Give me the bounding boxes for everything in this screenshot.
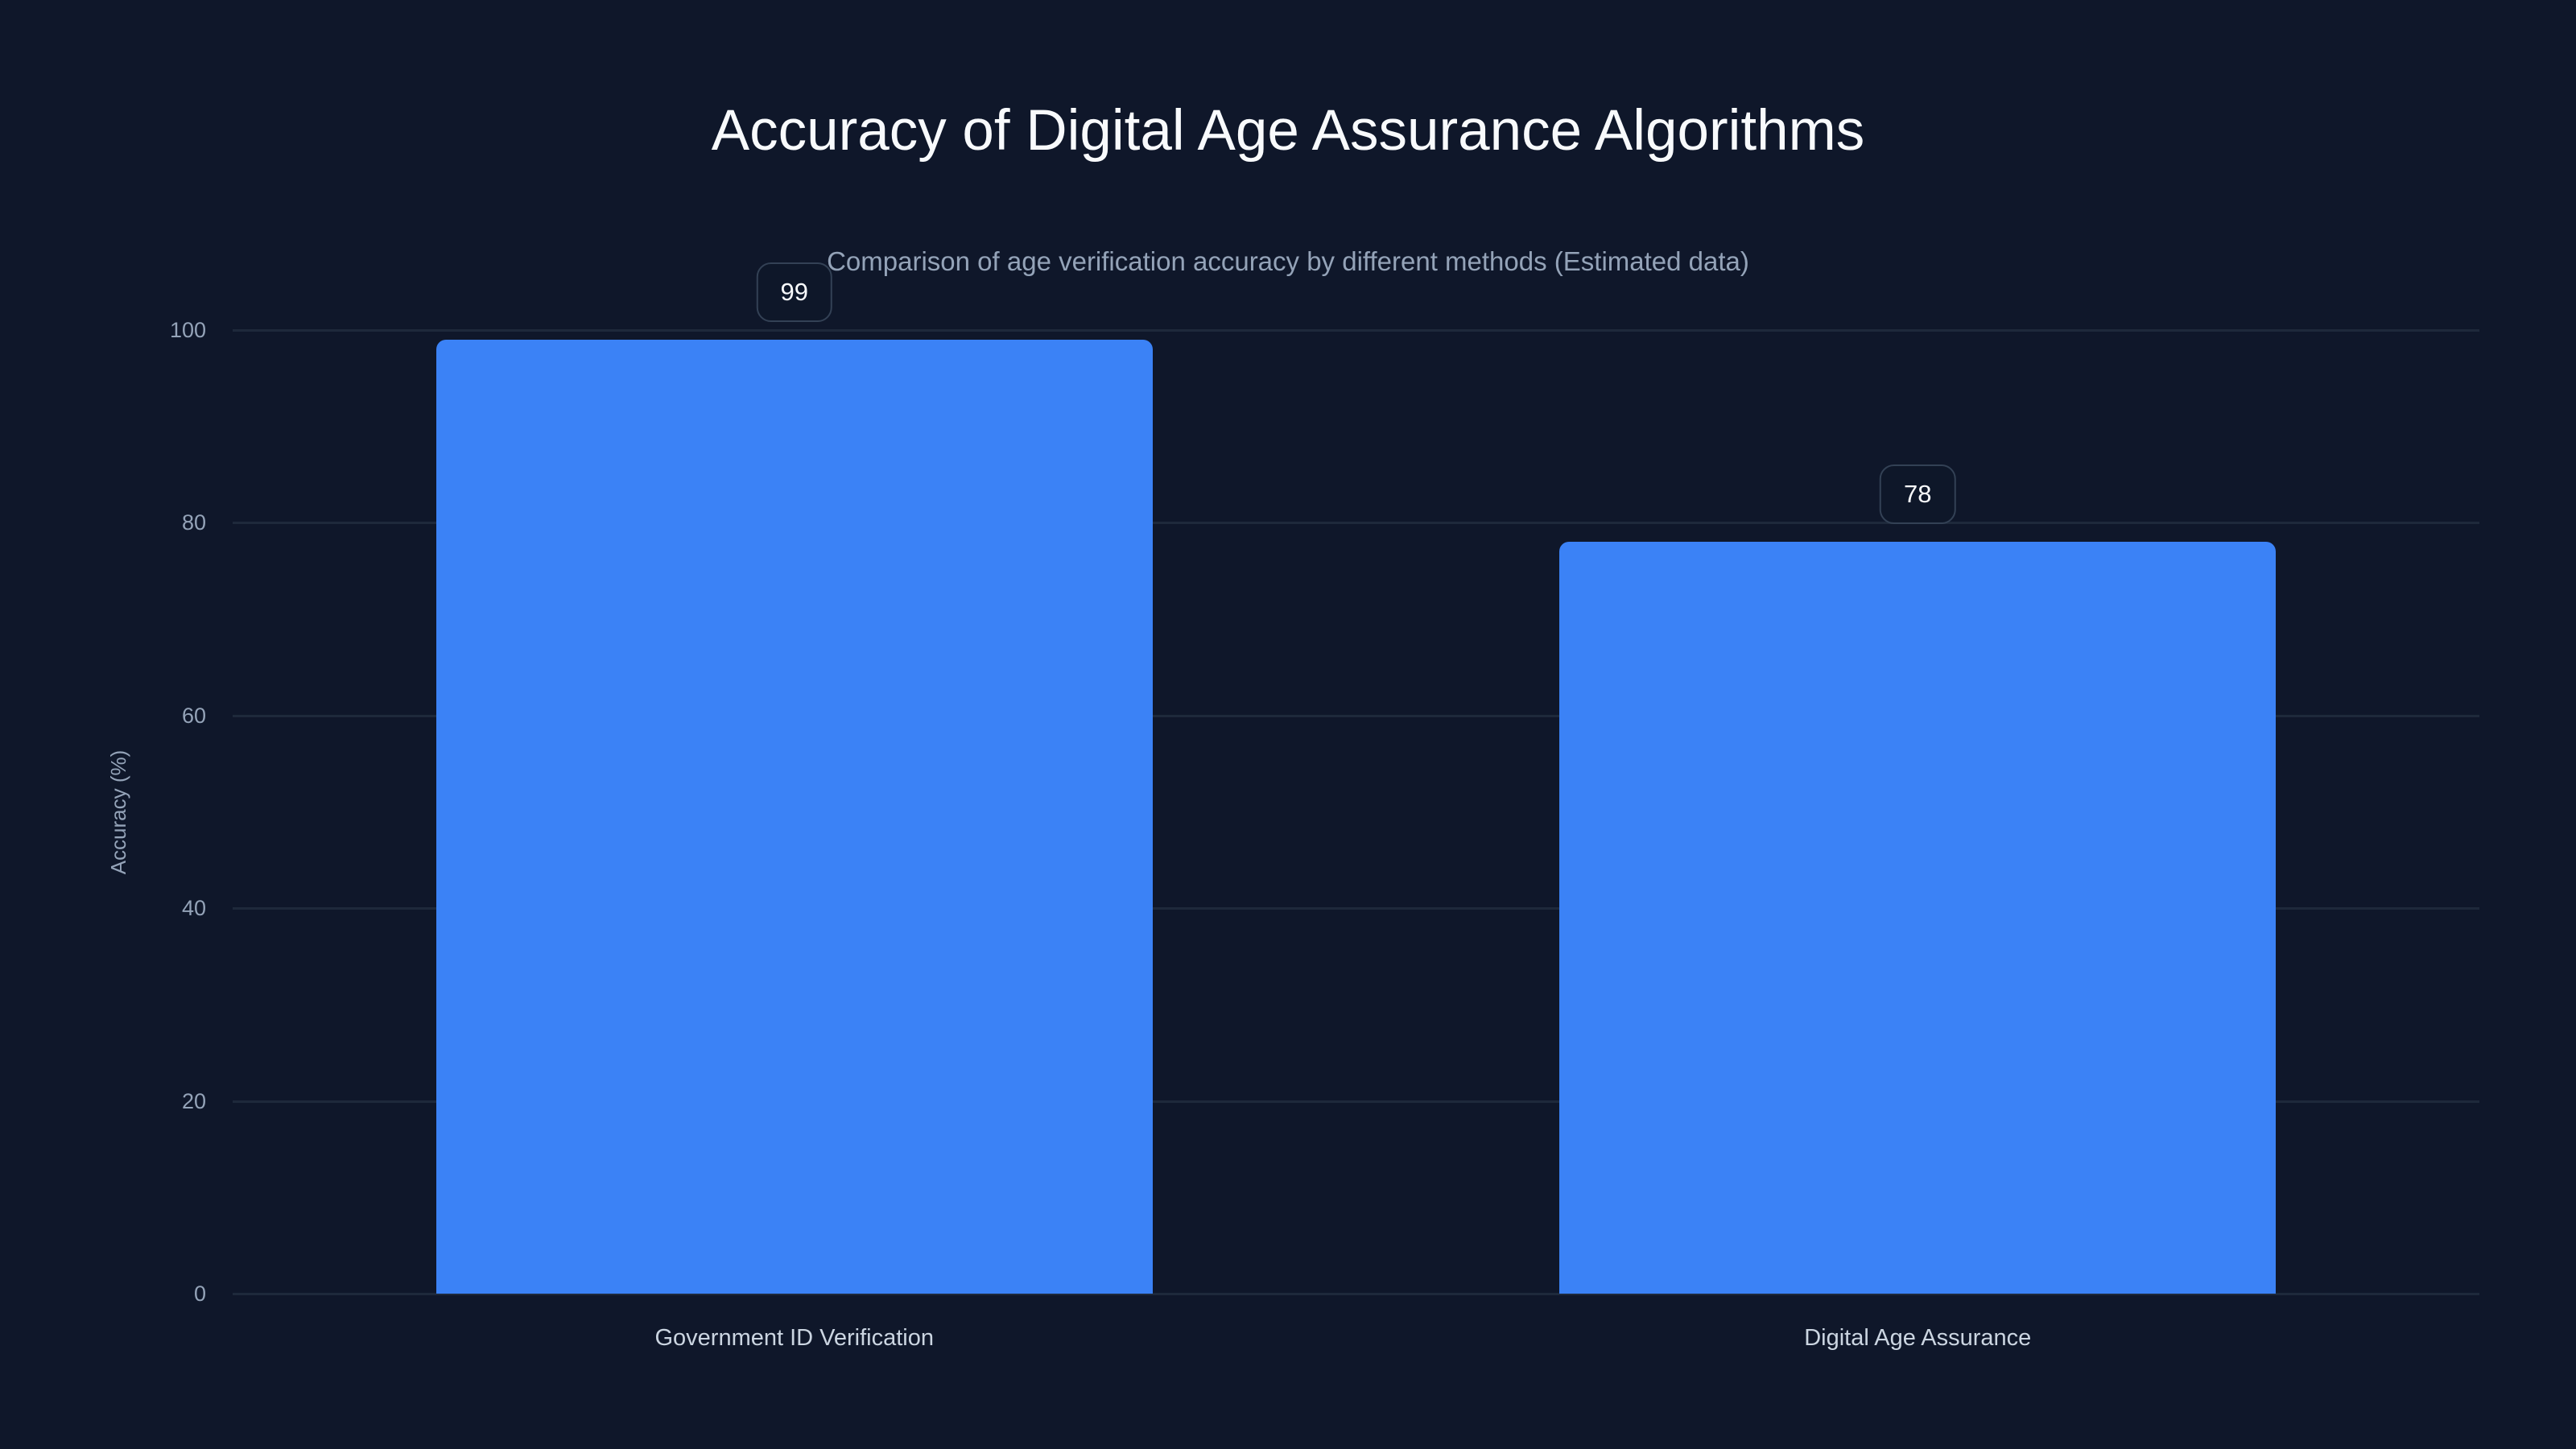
chart-title: Accuracy of Digital Age Assurance Algori… [711, 99, 1865, 163]
y-tick-label: 80 [181, 510, 206, 535]
y-axis-title: Accuracy (%) [106, 749, 130, 875]
y-tick-label: 100 [169, 318, 206, 342]
gridline [233, 522, 2479, 525]
gridline [233, 1100, 2479, 1103]
gridline [233, 329, 2479, 332]
bar[interactable] [1559, 542, 2277, 1294]
y-tick-label: 60 [181, 703, 206, 728]
bar-value-label: 99 [756, 262, 832, 322]
x-category-label: Digital Age Assurance [1804, 1325, 2032, 1351]
gridline [233, 1293, 2479, 1295]
y-tick-label: 20 [181, 1088, 206, 1113]
gridline [233, 907, 2479, 910]
y-tick-label: 40 [181, 896, 206, 921]
chart-subtitle: Comparison of age verification accuracy … [827, 246, 1749, 276]
bar[interactable] [436, 339, 1153, 1294]
x-category-label: Government ID Verification [654, 1325, 935, 1351]
gridline [233, 714, 2479, 717]
plot-area: 0 20 40 60 80 100 99 78 [170, 262, 2479, 1306]
bar-value-label: 78 [1880, 464, 1956, 525]
y-tick-label: 0 [193, 1282, 206, 1306]
